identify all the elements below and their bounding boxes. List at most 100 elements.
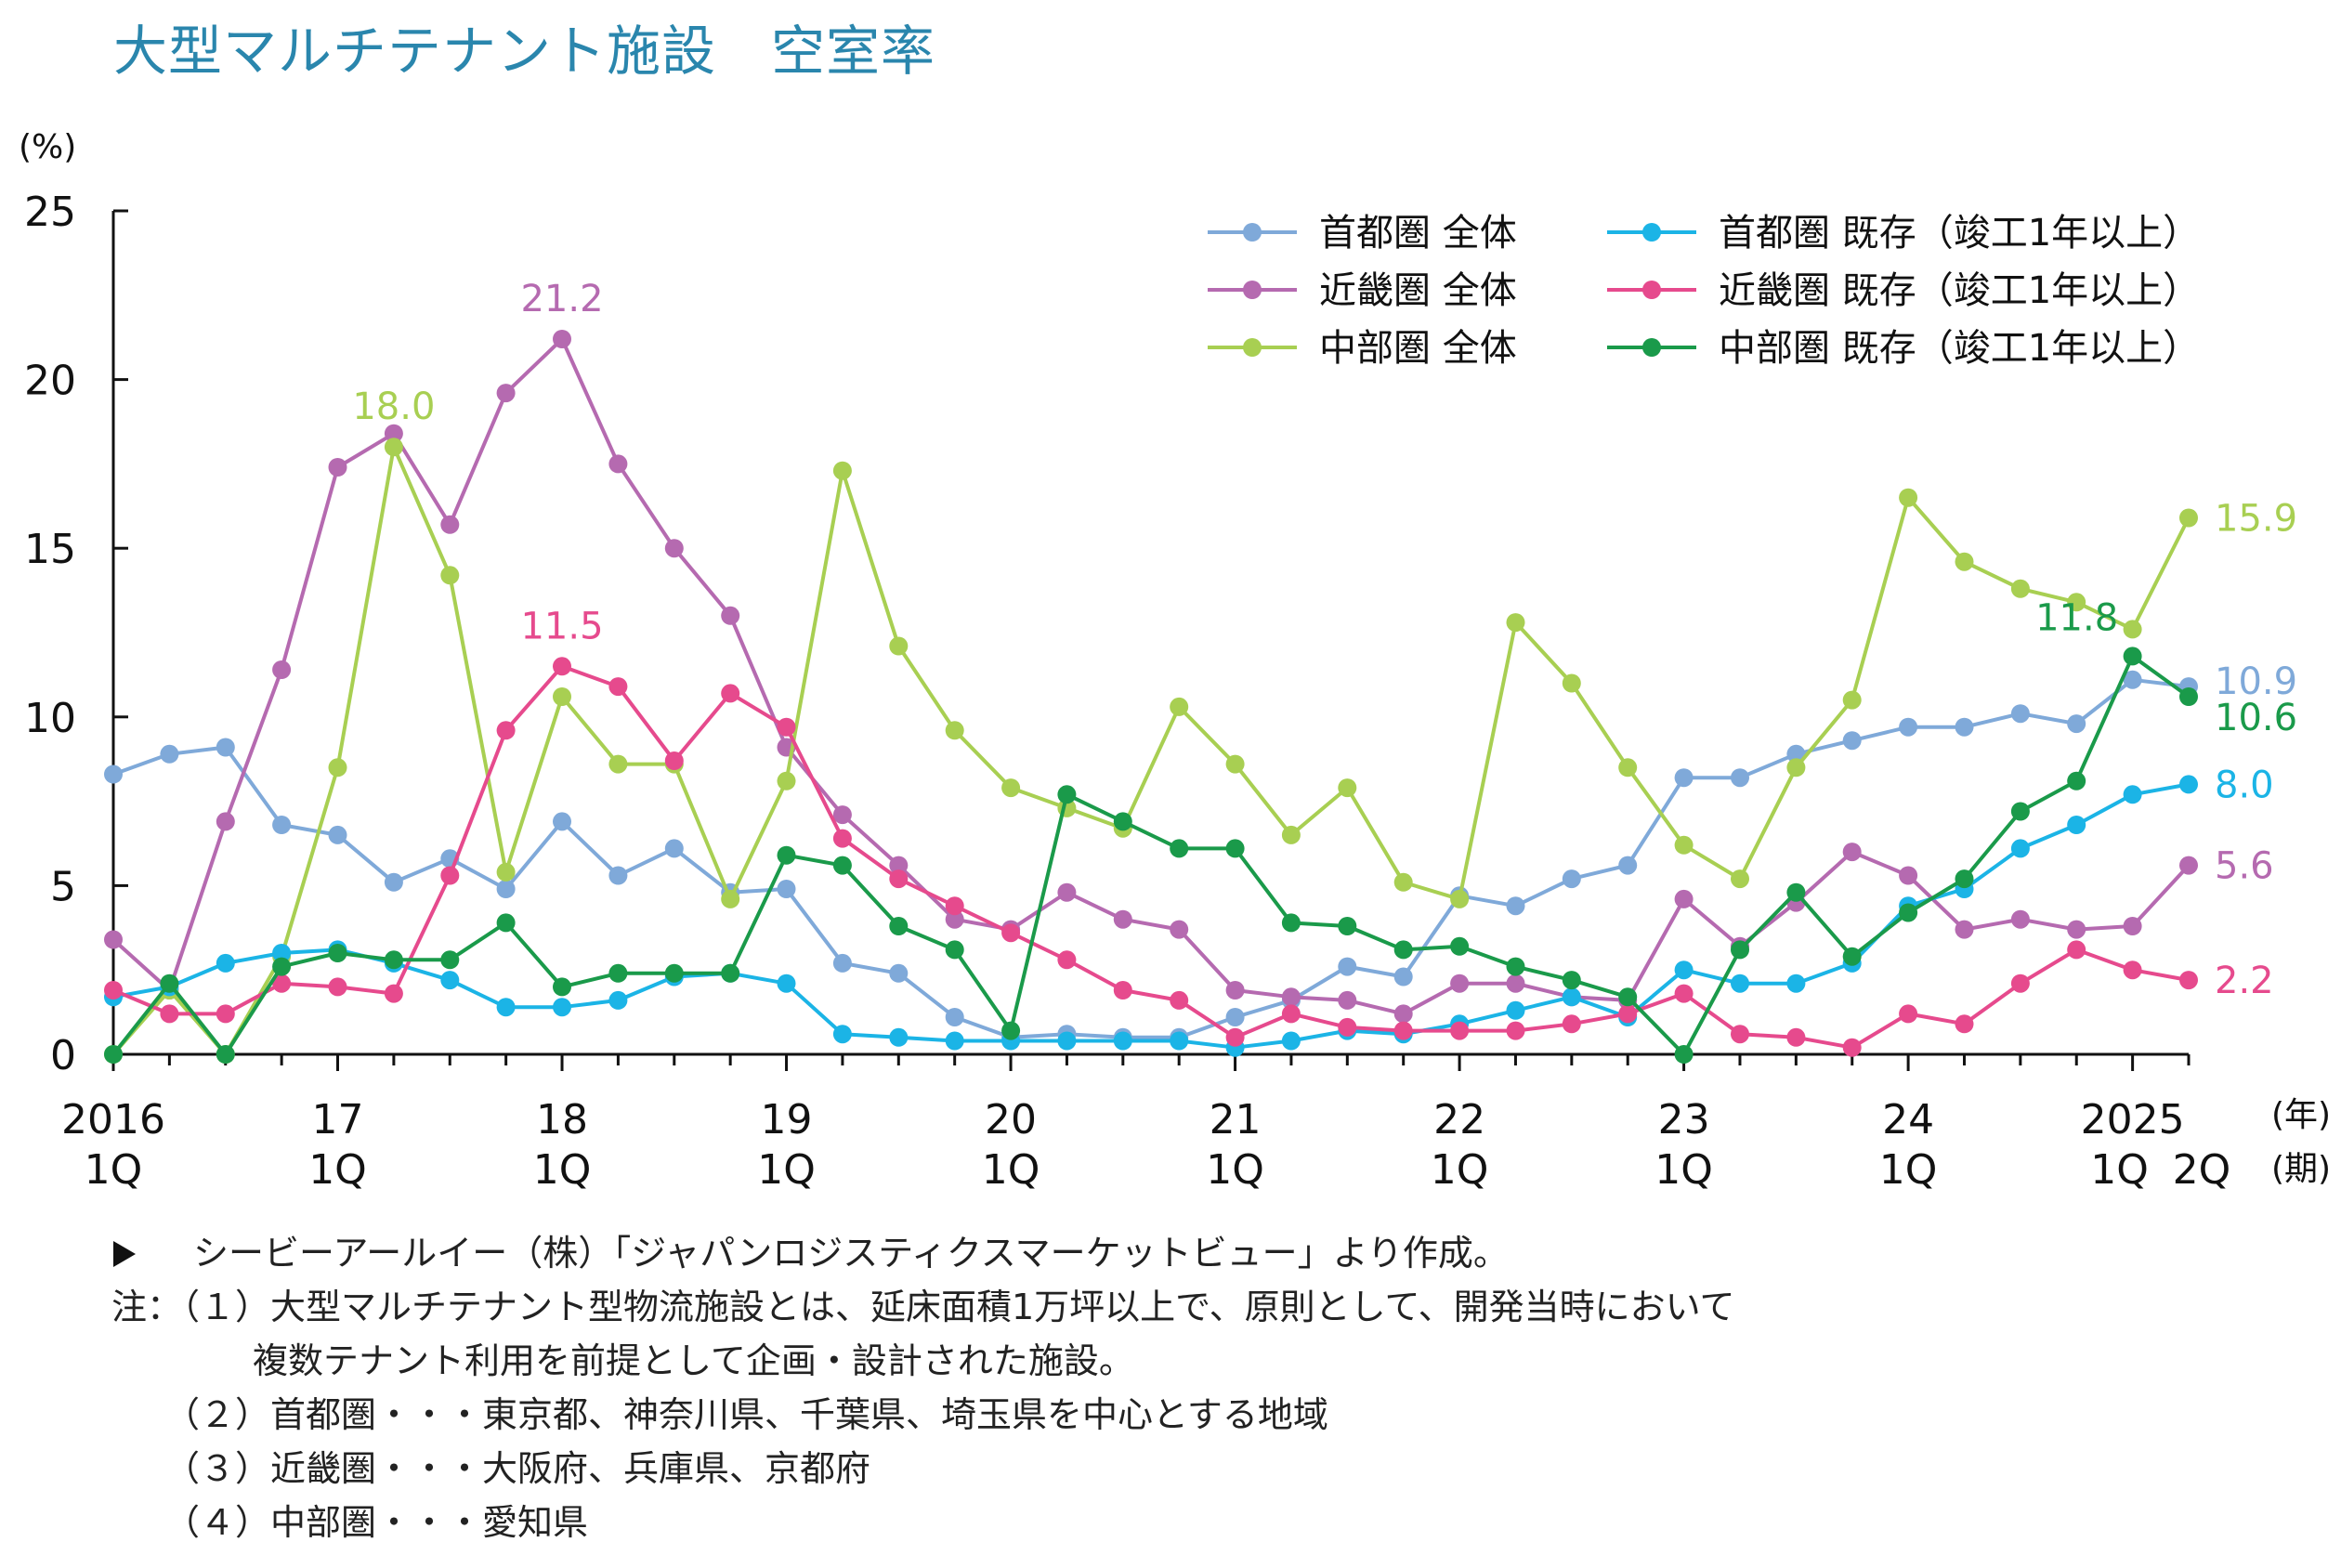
x-tick-label-year: 23	[1658, 1096, 1710, 1143]
legend-marker	[1642, 223, 1661, 242]
legend-label: 近畿圏 全体	[1319, 269, 1517, 312]
data-point	[384, 984, 403, 1003]
data-point	[945, 940, 964, 960]
x-tick-label-year: 22	[1433, 1096, 1485, 1143]
data-point	[1338, 917, 1357, 935]
data-point	[1618, 758, 1638, 777]
data-label: 11.5	[520, 605, 603, 647]
chart-axes: 0510152025(%)20161Q171Q181Q191Q201Q211Q2…	[19, 128, 2331, 1194]
data-point	[440, 566, 460, 585]
x-tick-label-quarter: 1Q	[85, 1146, 143, 1194]
data-point	[608, 754, 628, 774]
data-point	[384, 950, 403, 970]
data-point	[1674, 984, 1694, 1003]
data-point	[1731, 1025, 1749, 1044]
data-point	[1225, 1008, 1245, 1026]
data-point	[1618, 987, 1638, 1007]
series-line	[112, 664, 2190, 1050]
data-point	[2067, 714, 2086, 734]
data-label: 18.0	[352, 385, 435, 428]
legend-marker	[1243, 223, 1262, 242]
legend-marker	[1243, 281, 1262, 299]
data-point	[889, 856, 909, 875]
legend-item: 近畿圏 全体	[1208, 269, 1517, 312]
x-tick-label-quarter: 1Q	[1654, 1146, 1713, 1194]
legend-item: 首都圏 全体	[1208, 212, 1517, 255]
data-point	[1001, 778, 1021, 798]
data-point	[1225, 981, 1245, 1000]
data-label: 11.8	[2035, 596, 2118, 639]
series-line	[111, 445, 2191, 1056]
legend-marker	[1642, 281, 1661, 299]
data-point	[2010, 973, 2030, 993]
y-tick-label: 5	[50, 863, 76, 910]
data-point	[777, 880, 796, 898]
data-point	[2123, 785, 2142, 804]
data-point	[1674, 889, 1694, 908]
legend-item: 近畿圏 既存（竣工1年以上）	[1607, 269, 2200, 312]
data-point	[2123, 620, 2142, 639]
data-point	[608, 866, 628, 885]
data-point	[384, 872, 403, 892]
data-point	[272, 944, 292, 962]
data-point	[1281, 1031, 1301, 1051]
data-point	[2123, 917, 2142, 935]
data-point	[2123, 960, 2142, 980]
series-5	[104, 647, 2198, 1064]
data-point	[1393, 872, 1413, 892]
data-point	[945, 721, 964, 740]
data-point	[440, 515, 460, 534]
data-point	[328, 458, 347, 477]
data-point	[1842, 1038, 1862, 1057]
data-point	[1450, 936, 1470, 956]
data-point	[777, 973, 796, 993]
note-line: 注：（１）大型マルチテナント型物流施設とは、延床面積1万坪以上で、原則として、開…	[111, 1287, 1735, 1327]
data-point	[1113, 812, 1132, 831]
data-point	[272, 973, 292, 993]
data-point	[721, 963, 740, 983]
data-point	[1450, 1021, 1470, 1040]
notes-block: シービーアールイー（株）「ジャパンロジスティクスマーケットビュー」より作成。 注…	[111, 1226, 1734, 1549]
data-point	[2010, 802, 2030, 821]
data-point	[2010, 579, 2030, 598]
data-point	[1170, 697, 1189, 716]
data-point	[1674, 835, 1694, 855]
legend-item: 首都圏 既存（竣工1年以上）	[1607, 212, 2200, 255]
data-point	[1001, 923, 1021, 943]
data-point	[1170, 1031, 1189, 1051]
data-point	[160, 744, 179, 764]
data-point	[496, 880, 516, 898]
data-point	[1618, 1004, 1638, 1024]
data-point	[889, 1027, 909, 1047]
data-point	[1057, 882, 1077, 902]
data-point	[889, 917, 909, 935]
x-tick-label-year: 21	[1210, 1096, 1262, 1143]
data-point	[1281, 913, 1301, 933]
data-point	[1786, 882, 1806, 902]
data-label: 8.0	[2215, 764, 2274, 806]
x-tick-label-year: 18	[536, 1096, 588, 1143]
data-point	[945, 1008, 964, 1026]
data-point	[440, 866, 460, 885]
data-point	[2067, 816, 2086, 834]
data-point	[1338, 778, 1357, 798]
data-point	[496, 384, 516, 403]
data-point	[2123, 647, 2142, 666]
data-point	[1562, 673, 1581, 693]
data-point	[2067, 920, 2086, 939]
data-point	[1674, 960, 1694, 980]
data-point	[1562, 987, 1581, 1007]
note-line: （２）首都圏・・・東京都、神奈川県、千葉県、埼玉県を中心とする地域	[111, 1394, 1328, 1435]
data-point	[1955, 552, 1974, 571]
data-point	[328, 944, 347, 962]
data-point	[496, 862, 516, 882]
data-point	[1170, 920, 1189, 939]
data-point	[1225, 1027, 1245, 1047]
data-point	[1842, 690, 1862, 710]
data-point	[272, 957, 292, 976]
y-tick-label: 25	[24, 189, 76, 236]
data-point	[1113, 909, 1132, 929]
x-tick-label-quarter: 1Q	[982, 1146, 1040, 1194]
data-point	[160, 1004, 179, 1024]
data-point	[1393, 1004, 1413, 1024]
